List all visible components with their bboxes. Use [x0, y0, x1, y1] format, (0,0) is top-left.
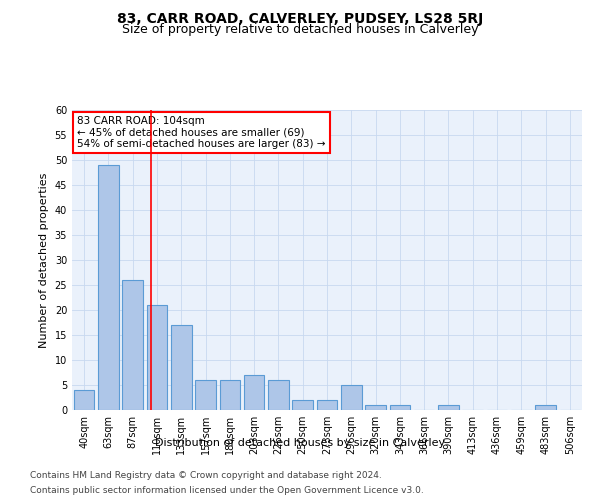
Bar	[341, 385, 362, 410]
Bar	[268, 380, 289, 410]
Bar	[122, 280, 143, 410]
Text: 83, CARR ROAD, CALVERLEY, PUDSEY, LS28 5RJ: 83, CARR ROAD, CALVERLEY, PUDSEY, LS28 5…	[117, 12, 483, 26]
Bar	[171, 325, 191, 410]
Bar	[292, 400, 313, 410]
Bar	[365, 405, 386, 410]
Bar	[535, 405, 556, 410]
Bar	[74, 390, 94, 410]
Bar	[244, 375, 265, 410]
Text: Size of property relative to detached houses in Calverley: Size of property relative to detached ho…	[122, 22, 478, 36]
Text: Distribution of detached houses by size in Calverley: Distribution of detached houses by size …	[155, 438, 445, 448]
Bar	[220, 380, 240, 410]
Bar	[146, 305, 167, 410]
Bar	[317, 400, 337, 410]
Bar	[98, 165, 119, 410]
Text: Contains public sector information licensed under the Open Government Licence v3: Contains public sector information licen…	[30, 486, 424, 495]
Bar	[438, 405, 459, 410]
Text: 83 CARR ROAD: 104sqm
← 45% of detached houses are smaller (69)
54% of semi-detac: 83 CARR ROAD: 104sqm ← 45% of detached h…	[77, 116, 326, 149]
Y-axis label: Number of detached properties: Number of detached properties	[39, 172, 49, 348]
Text: Contains HM Land Registry data © Crown copyright and database right 2024.: Contains HM Land Registry data © Crown c…	[30, 471, 382, 480]
Bar	[195, 380, 216, 410]
Bar	[389, 405, 410, 410]
